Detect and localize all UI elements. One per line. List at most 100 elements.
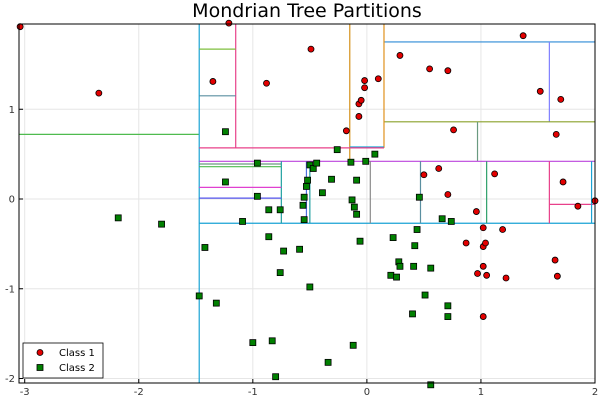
point-class-1-38 xyxy=(551,256,559,264)
point-class-1-29 xyxy=(462,239,470,247)
point-class-2-16 xyxy=(306,283,314,291)
legend-marker-class-1 xyxy=(36,349,44,356)
x-tick-label-3: 0 xyxy=(364,387,370,398)
point-class-2-38 xyxy=(371,150,379,158)
point-class-2-18 xyxy=(249,339,257,347)
point-class-1-36 xyxy=(483,271,491,279)
y-tick-label-1: -1 xyxy=(5,284,15,295)
point-class-2-56 xyxy=(438,215,446,223)
point-class-2-12 xyxy=(265,233,273,241)
point-class-2-29 xyxy=(328,175,335,183)
point-class-1-2 xyxy=(225,19,233,27)
point-class-1-34 xyxy=(474,270,481,277)
point-class-2-14 xyxy=(276,269,284,277)
point-class-1-31 xyxy=(482,239,489,247)
point-class-2-47 xyxy=(410,262,418,270)
point-class-1-24 xyxy=(472,208,480,215)
point-class-2-24 xyxy=(304,176,311,184)
point-class-2-57 xyxy=(447,218,455,225)
point-class-2-36 xyxy=(356,237,364,245)
point-class-1-11 xyxy=(374,75,382,83)
point-class-2-5 xyxy=(222,128,229,136)
point-class-1-15 xyxy=(355,113,363,120)
point-class-2-34 xyxy=(353,176,361,184)
point-class-2-33 xyxy=(350,203,358,211)
point-class-2-43 xyxy=(393,273,400,281)
point-class-2-6 xyxy=(222,178,229,186)
point-class-2-22 xyxy=(300,216,308,224)
point-class-1-23 xyxy=(444,191,452,198)
point-class-2-52 xyxy=(409,310,416,318)
point-class-2-3 xyxy=(195,292,203,300)
point-class-1-16 xyxy=(450,126,457,134)
point-class-2-51 xyxy=(421,291,429,299)
point-class-1-4 xyxy=(263,79,270,87)
x-tick-label-5: 2 xyxy=(592,387,598,398)
point-class-2-46 xyxy=(411,242,419,250)
point-class-2-25 xyxy=(306,161,314,169)
axis-ticks: -3 -2 -1 0 1 2 -2 -1 0 1 xyxy=(5,105,598,398)
point-class-1-35 xyxy=(479,262,487,270)
x-tick-label-1: -2 xyxy=(134,387,144,398)
point-class-1-8 xyxy=(357,96,365,104)
point-class-2-48 xyxy=(413,226,421,233)
point-class-2-53 xyxy=(427,381,435,389)
point-class-2-0 xyxy=(114,214,122,222)
point-class-2-23 xyxy=(303,183,310,190)
point-class-2-11 xyxy=(276,206,284,214)
legend-label-class-2: Class 2 xyxy=(59,363,95,374)
y-tick-label-0: -2 xyxy=(5,374,15,385)
point-class-1-5 xyxy=(307,45,315,53)
point-class-1-13 xyxy=(426,65,434,73)
point-class-1-40 xyxy=(479,313,487,320)
point-class-2-2 xyxy=(201,244,209,251)
point-class-1-33 xyxy=(499,226,507,233)
point-class-2-49 xyxy=(415,193,423,201)
point-class-2-15 xyxy=(296,245,303,253)
point-class-2-41 xyxy=(389,234,397,242)
point-class-1-3 xyxy=(209,78,217,85)
point-class-2-50 xyxy=(427,264,435,272)
point-class-1-14 xyxy=(444,67,452,75)
legend-label-class-1: Class 1 xyxy=(59,348,95,359)
chart-title: Mondrian Tree Partitions xyxy=(192,0,422,22)
point-class-2-39 xyxy=(349,341,357,349)
x-tick-label-4: 1 xyxy=(478,387,484,398)
point-class-2-35 xyxy=(353,210,361,218)
point-class-1-9 xyxy=(361,84,369,92)
point-class-1-0 xyxy=(16,23,24,31)
point-class-2-31 xyxy=(347,158,355,166)
point-class-2-42 xyxy=(387,271,395,279)
point-class-2-37 xyxy=(362,157,370,165)
point-class-1-10 xyxy=(361,77,369,84)
point-class-2-10 xyxy=(265,206,273,214)
point-class-2-32 xyxy=(348,196,356,204)
point-class-1-6 xyxy=(342,127,350,135)
point-class-2-21 xyxy=(299,201,307,209)
point-class-2-40 xyxy=(324,358,332,366)
point-class-1-26 xyxy=(559,178,567,186)
point-class-1-37 xyxy=(502,274,510,282)
point-class-2-45 xyxy=(396,262,404,270)
legend-marker-class-2 xyxy=(36,364,44,371)
point-class-2-54 xyxy=(444,302,452,310)
point-class-2-28 xyxy=(318,189,326,197)
point-class-1-19 xyxy=(557,95,565,103)
point-class-2-9 xyxy=(253,192,261,200)
point-class-2-30 xyxy=(333,146,341,154)
point-class-1-27 xyxy=(574,202,582,210)
x-tick-label-2: -1 xyxy=(248,387,258,398)
point-class-1-25 xyxy=(491,170,499,178)
point-class-2-27 xyxy=(313,159,321,167)
point-class-1-18 xyxy=(536,87,544,95)
point-class-2-4 xyxy=(212,299,220,307)
y-tick-label-3: 1 xyxy=(9,105,15,116)
point-class-2-7 xyxy=(239,218,246,225)
legend-box xyxy=(22,342,104,379)
scatter-points xyxy=(16,19,599,389)
point-class-2-1 xyxy=(158,220,165,228)
point-class-2-17 xyxy=(268,337,276,345)
point-class-2-13 xyxy=(280,247,288,255)
point-class-2-19 xyxy=(272,373,280,381)
